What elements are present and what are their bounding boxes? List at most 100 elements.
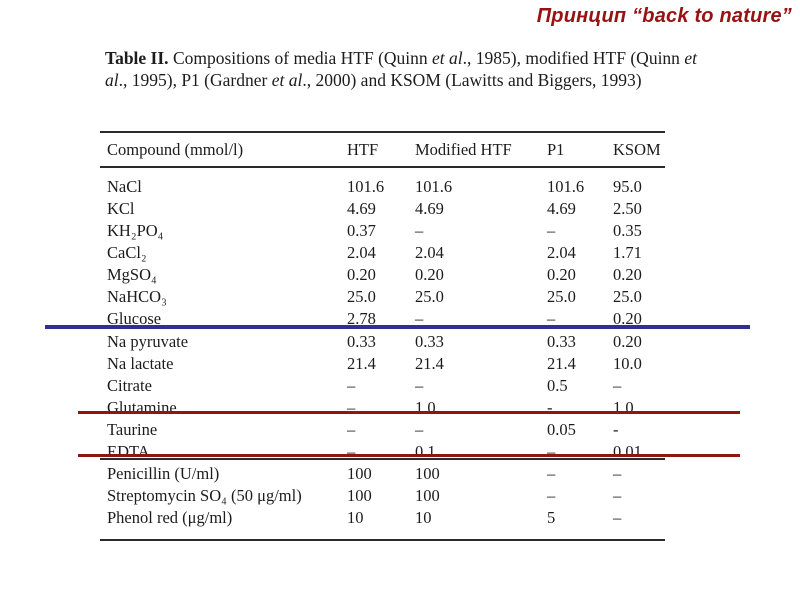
value-cell: 2.04 xyxy=(415,243,444,262)
value-cell: 10.0 xyxy=(613,354,642,373)
table-row: Na pyruvate 0.33 0.33 0.33 0.20 xyxy=(100,330,665,352)
value-cell: 2.04 xyxy=(547,243,576,262)
value-cell: – xyxy=(415,376,424,395)
value-cell: – xyxy=(415,420,424,439)
value-cell: 21.4 xyxy=(415,354,444,373)
table-row: Penicillin (U/ml) 100 100 – – xyxy=(100,462,665,484)
value-cell: 101.6 xyxy=(547,177,585,196)
table-rule-above-antibiotics xyxy=(100,458,665,460)
compound-cell: CaCl₂ xyxy=(107,243,147,262)
value-cell: - xyxy=(547,398,553,417)
compound-cell: MgSO₄ xyxy=(107,265,157,284)
value-cell: 0.20 xyxy=(613,332,642,351)
value-cell: 25.0 xyxy=(547,287,576,306)
table-row: NaCl 101.6 101.6 101.6 95.0 xyxy=(100,175,665,197)
value-cell: 0.20 xyxy=(613,265,642,284)
value-cell: 10 xyxy=(415,508,432,527)
value-cell: 0.33 xyxy=(347,332,376,351)
value-cell: – xyxy=(613,486,622,505)
value-cell: 2.78 xyxy=(347,309,376,328)
caption-segment: ., 1995), P1 (Gardner xyxy=(118,70,272,90)
caption-segment: et al xyxy=(432,48,463,68)
value-cell: 0.20 xyxy=(415,265,444,284)
compound-cell: Na lactate xyxy=(107,354,174,373)
value-cell: 21.4 xyxy=(547,354,576,373)
caption-segment: et al xyxy=(271,70,303,90)
value-cell: 21.4 xyxy=(347,354,376,373)
red-highlight-line-2 xyxy=(78,454,740,457)
value-cell: 4.69 xyxy=(415,199,444,218)
table-row: CaCl₂ 2.04 2.04 2.04 1.71 xyxy=(100,241,665,263)
table-row: Phenol red (μg/ml) 10 10 5 – xyxy=(100,506,665,528)
table-rule-top xyxy=(100,131,665,133)
table-section-organics: Na pyruvate 0.33 0.33 0.33 0.20 Na lactate 21.… xyxy=(100,330,665,462)
column-header: HTF xyxy=(347,140,379,159)
value-cell: 4.69 xyxy=(547,199,576,218)
value-cell: – xyxy=(547,486,556,505)
value-cell: 10 xyxy=(347,508,364,527)
table-row: Taurine – – 0.05 - xyxy=(100,418,665,440)
value-cell: 1.0 xyxy=(415,398,436,417)
value-cell: – xyxy=(415,309,424,328)
value-cell: 0.37 xyxy=(347,221,376,240)
value-cell: 0.33 xyxy=(415,332,444,351)
compound-cell: KCl xyxy=(107,199,135,218)
value-cell: 100 xyxy=(347,464,372,483)
value-cell: 0.35 xyxy=(613,221,642,240)
compound-cell: Streptomycin SO₄ (50 μg/ml) xyxy=(107,486,302,505)
table-row: KCl 4.69 4.69 4.69 2.50 xyxy=(100,197,665,219)
value-cell: 0.5 xyxy=(547,376,568,395)
value-cell: 0.33 xyxy=(547,332,576,351)
table-row: MgSO₄ 0.20 0.20 0.20 0.20 xyxy=(100,263,665,285)
value-cell: 25.0 xyxy=(415,287,444,306)
compound-cell: Na pyruvate xyxy=(107,332,189,351)
column-header: Compound (mmol/l) xyxy=(107,140,244,159)
value-cell: – xyxy=(613,376,622,395)
table-header-row: Compound (mmol/l) HTF Modified HTF P1 KSOM xyxy=(100,138,665,162)
value-cell: 1.71 xyxy=(613,243,642,262)
caption-segment: ., 2000) and KSOM (Lawitts and Biggers, … xyxy=(302,70,642,90)
value-cell: 0.20 xyxy=(547,265,576,284)
value-cell: 100 xyxy=(415,486,440,505)
table-rule-below-header xyxy=(100,166,665,168)
value-cell: 2.04 xyxy=(347,243,376,262)
caption-segment: ., 1985), modified HTF (Quinn xyxy=(462,48,685,68)
table-row: Na lactate 21.4 21.4 21.4 10.0 xyxy=(100,352,665,374)
value-cell: 2.50 xyxy=(613,199,642,218)
value-cell: - xyxy=(613,420,619,439)
value-cell: – xyxy=(613,508,622,527)
value-cell: – xyxy=(547,309,556,328)
value-cell: – xyxy=(547,221,556,240)
compound-cell: KH₂PO₄ xyxy=(107,221,164,240)
value-cell: 0.05 xyxy=(547,420,576,439)
value-cell: – xyxy=(347,376,356,395)
column-header: P1 xyxy=(547,140,565,159)
compound-cell: NaCl xyxy=(107,177,142,196)
value-cell: 0.20 xyxy=(613,309,642,328)
value-cell: 100 xyxy=(347,486,372,505)
value-cell: 25.0 xyxy=(613,287,642,306)
compound-cell: Penicillin (U/ml) xyxy=(107,464,220,483)
value-cell: 25.0 xyxy=(347,287,376,306)
compound-cell: NaHCO₃ xyxy=(107,287,167,306)
value-cell: 1.0 xyxy=(613,398,634,417)
compound-cell: Phenol red (μg/ml) xyxy=(107,508,233,527)
caption-segment: Compositions of media HTF (Quinn xyxy=(168,48,433,68)
value-cell: 100 xyxy=(415,464,440,483)
caption-segment: Table II. xyxy=(105,48,169,68)
slide-title: Принцип “back to nature” xyxy=(536,5,792,27)
value-cell: 0.20 xyxy=(347,265,376,284)
value-cell: – xyxy=(347,420,356,439)
value-cell: 101.6 xyxy=(347,177,385,196)
value-cell: 95.0 xyxy=(613,177,642,196)
value-cell: 4.69 xyxy=(347,199,376,218)
table-caption: Table II. Compositions of media HTF (Qui… xyxy=(105,47,697,91)
table-section-antibiotics: Penicillin (U/ml) 100 100 – – Streptomycin SO… xyxy=(100,462,665,528)
table-row: Citrate – – 0.5 – xyxy=(100,374,665,396)
value-cell: – xyxy=(415,221,424,240)
blue-highlight-line xyxy=(45,325,750,329)
table-row: Glucose 2.78 – – 0.20 xyxy=(100,307,665,329)
table-row: Glutamine – 1.0 - 1.0 xyxy=(100,396,665,418)
table-row: NaHCO₃ 25.0 25.0 25.0 25.0 xyxy=(100,285,665,307)
